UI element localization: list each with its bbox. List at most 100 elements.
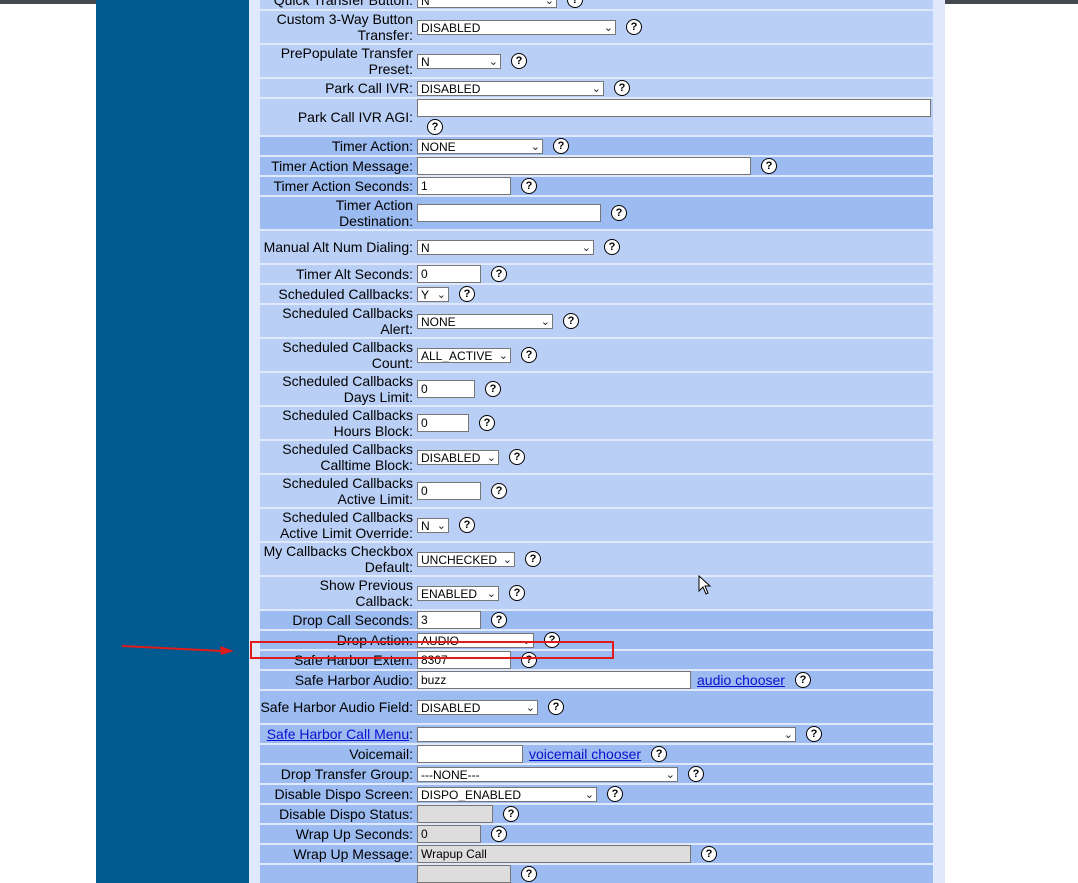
help-icon[interactable]: ?	[563, 313, 579, 329]
quick-transfer-button-select[interactable]: N ⌄	[417, 0, 557, 8]
help-icon[interactable]: ?	[427, 119, 443, 135]
form-row-wrap-up-seconds: Wrap Up Seconds: 0?	[260, 825, 933, 843]
my-callbacks-checkbox-default-select[interactable]: UNCHECKED ⌄	[417, 551, 515, 567]
help-icon[interactable]: ?	[544, 632, 560, 648]
field-label: Scheduled Callbacks Hours Block:	[260, 407, 415, 439]
safe-harbor-call-menu-select[interactable]: ⌄	[417, 726, 796, 742]
field-label: Scheduled Callbacks Count:	[260, 339, 415, 371]
field-label-text: My Callbacks Checkbox Default:	[263, 543, 413, 575]
voicemail-input[interactable]	[417, 745, 523, 763]
timer-action-message-input[interactable]	[417, 157, 751, 175]
chevron-down-icon: ⌄	[486, 587, 496, 600]
field-value-cell: ---NONE--- ⌄?	[415, 765, 933, 783]
help-icon[interactable]: ?	[525, 551, 541, 567]
scheduled-callbacks-count-select[interactable]: ALL_ACTIVE ⌄	[417, 347, 511, 363]
scheduled-callbacks-select[interactable]: Y ⌄	[417, 286, 449, 302]
chevron-down-icon: ⌄	[436, 288, 446, 301]
show-previous-callback-select[interactable]: ENABLED ⌄	[417, 585, 499, 601]
help-icon[interactable]: ?	[607, 786, 623, 802]
field-value-cell: DISPO_ENABLED ⌄?	[415, 785, 933, 803]
drop-action-select[interactable]: AUDIO ⌄	[417, 632, 534, 648]
prepopulate-transfer-preset-select[interactable]: N ⌄	[417, 53, 501, 69]
scheduled-callbacks-hours-block-input[interactable]: 0	[417, 414, 469, 432]
field-value-cell: ENABLED ⌄?	[415, 577, 933, 609]
field-label: Drop Transfer Group:	[260, 765, 415, 783]
park-call-ivr-select[interactable]: DISABLED ⌄	[417, 80, 604, 96]
help-icon[interactable]: ?	[521, 866, 537, 882]
disable-dispo-status-input	[417, 805, 493, 823]
form-row-safe-harbor-exten: Safe Harbor Exten: 8307?	[260, 651, 933, 669]
scheduled-callbacks-calltime-block-select[interactable]: DISABLED ⌄	[417, 449, 499, 465]
help-icon[interactable]: ?	[485, 381, 501, 397]
help-icon[interactable]: ?	[459, 286, 475, 302]
drop-transfer-group-select[interactable]: ---NONE--- ⌄	[417, 766, 678, 782]
help-icon[interactable]: ?	[761, 158, 777, 174]
field-label: Scheduled Callbacks Alert:	[260, 305, 415, 337]
field-label: Quick Transfer Button:	[260, 0, 415, 9]
field-label-text: Scheduled Callbacks Count:	[282, 339, 413, 371]
field-label-text: Scheduled Callbacks Hours Block:	[282, 407, 413, 439]
select-value: DISABLED	[421, 700, 481, 715]
help-icon[interactable]: ?	[553, 138, 569, 154]
field-label-text: PrePopulate Transfer Preset:	[280, 45, 413, 77]
field-value-cell: ?	[415, 99, 933, 135]
scheduled-callbacks-active-limit-input[interactable]: 0	[417, 482, 481, 500]
form-row-scheduled-callbacks: Scheduled Callbacks: Y ⌄?	[260, 285, 933, 303]
field-label: Timer Action:	[260, 137, 415, 155]
audio-chooser-link[interactable]: audio chooser	[697, 672, 785, 688]
chevron-down-icon: ⌄	[530, 140, 540, 153]
custom-3-way-button-transfer-select[interactable]: DISABLED ⌄	[417, 19, 616, 35]
help-icon[interactable]: ?	[611, 205, 627, 221]
help-icon[interactable]: ?	[567, 0, 583, 8]
help-icon[interactable]: ?	[509, 449, 525, 465]
field-label: Manual Alt Num Dialing:	[260, 231, 415, 263]
help-icon[interactable]: ?	[491, 483, 507, 499]
help-icon[interactable]: ?	[626, 19, 642, 35]
scheduled-callbacks-active-limit-override-select[interactable]: N ⌄	[417, 517, 449, 533]
chevron-down-icon: ⌄	[525, 701, 535, 714]
help-icon[interactable]: ?	[503, 806, 519, 822]
field-value-cell: buzz audio chooser?	[415, 671, 933, 689]
help-icon[interactable]: ?	[491, 266, 507, 282]
voicemail-chooser-link[interactable]: voicemail chooser	[529, 746, 642, 762]
field-label-text: Show Previous Callback:	[319, 577, 413, 609]
help-icon[interactable]: ?	[509, 585, 525, 601]
scheduled-callbacks-alert-select[interactable]: NONE ⌄	[417, 313, 553, 329]
disable-dispo-screen-select[interactable]: DISPO_ENABLED ⌄	[417, 786, 597, 802]
help-icon[interactable]: ?	[688, 766, 704, 782]
safe-harbor-audio-field-select[interactable]: DISABLED ⌄	[417, 699, 538, 715]
field-label-text: Safe Harbor Audio Field:	[260, 699, 413, 715]
help-icon[interactable]: ?	[459, 517, 475, 533]
field-label: Park Call IVR AGI:	[260, 99, 415, 135]
timer-action-destination-input[interactable]	[417, 204, 601, 222]
help-icon[interactable]: ?	[521, 178, 537, 194]
help-icon[interactable]: ?	[548, 699, 564, 715]
help-icon[interactable]: ?	[491, 612, 507, 628]
help-icon[interactable]: ?	[614, 80, 630, 96]
help-icon[interactable]: ?	[701, 846, 717, 862]
safe-harbor-exten-input[interactable]: 8307	[417, 651, 511, 669]
help-icon[interactable]: ?	[479, 415, 495, 431]
help-icon[interactable]: ?	[511, 53, 527, 69]
help-icon[interactable]: ?	[794, 672, 811, 688]
field-label: Scheduled Callbacks Active Limit Overrid…	[260, 509, 415, 541]
drop-call-seconds-input[interactable]: 3	[417, 611, 481, 629]
safe-harbor-audio-input[interactable]: buzz	[417, 671, 691, 689]
help-icon[interactable]: ?	[521, 652, 537, 668]
scheduled-callbacks-days-limit-input[interactable]: 0	[417, 380, 475, 398]
manual-alt-num-dialing-select[interactable]: N ⌄	[417, 239, 594, 255]
timer-action-select[interactable]: NONE ⌄	[417, 138, 543, 154]
safe-harbor-call-menu-link[interactable]: Safe Harbor Call Menu	[266, 726, 410, 742]
timer-action-seconds-input[interactable]: 1	[417, 177, 511, 195]
help-icon[interactable]: ?	[651, 746, 668, 762]
timer-alt-seconds-input[interactable]: 0	[417, 265, 481, 283]
help-icon[interactable]: ?	[521, 347, 537, 363]
park-call-ivr-agi-input[interactable]	[417, 99, 931, 117]
select-value: DISABLED	[421, 81, 481, 96]
chevron-down-icon: ⌄	[783, 728, 793, 741]
help-icon[interactable]: ?	[491, 826, 507, 842]
form-row-disable-dispo-screen: Disable Dispo Screen: DISPO_ENABLED ⌄?	[260, 785, 933, 803]
help-icon[interactable]: ?	[806, 726, 822, 742]
help-icon[interactable]: ?	[604, 239, 620, 255]
chevron-down-icon: ⌄	[603, 21, 613, 34]
